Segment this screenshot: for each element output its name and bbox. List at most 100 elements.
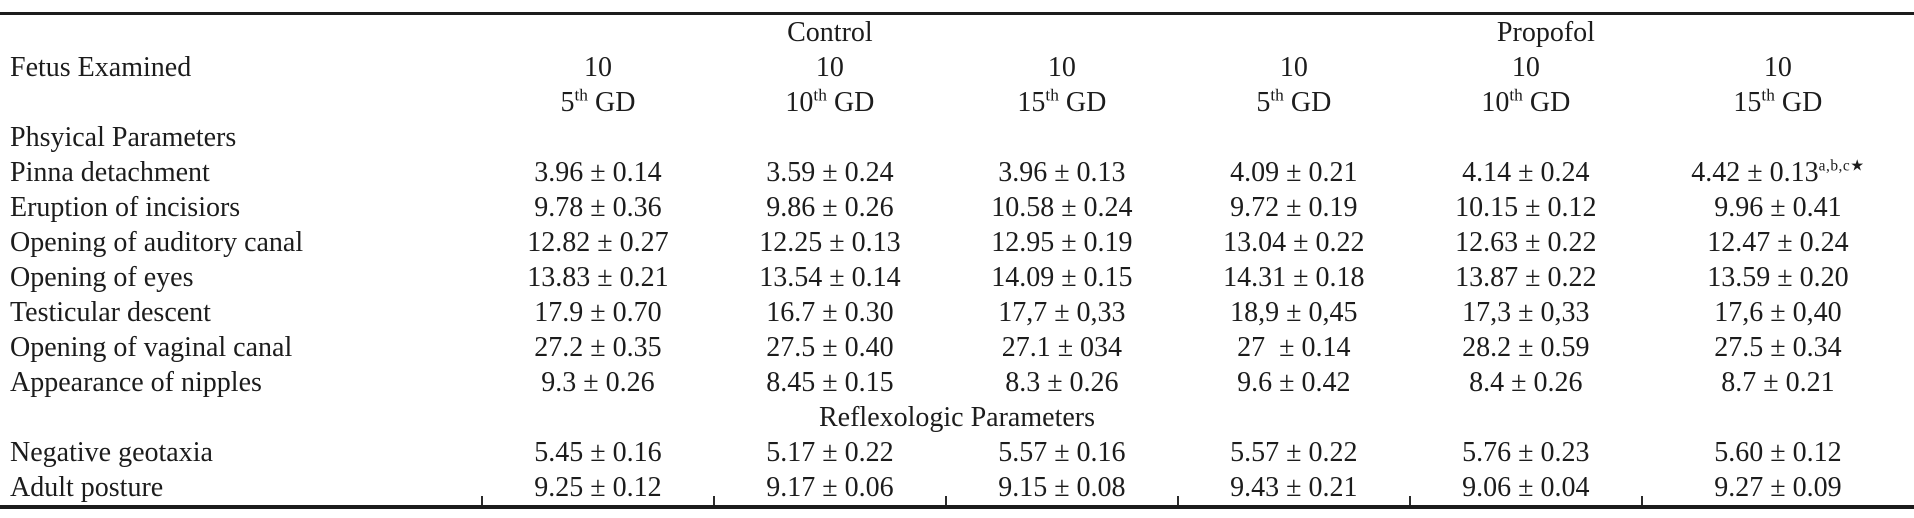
row-label: Opening of auditory canal <box>10 226 304 258</box>
row-label: Appearance of nipples <box>10 366 262 398</box>
data-cell: 9.43 ± 0.21 <box>1230 471 1358 503</box>
data-cell: 27 ± 0.14 <box>1237 331 1351 363</box>
empty-cell <box>0 14 482 51</box>
table-row: Opening of auditory canal 12.82 ± 0.27 1… <box>0 225 1914 260</box>
data-cell: 4.14 ± 0.24 <box>1462 156 1590 188</box>
column-divider-tick <box>1177 496 1180 505</box>
data-cell: 10.15 ± 0.12 <box>1455 191 1597 223</box>
data-cell: 5.60 ± 0.12 <box>1714 436 1842 468</box>
developmental-parameters-table: Control Propofol Fetus Examined 10 10 10… <box>0 12 1914 509</box>
data-cell: 17,6 ± 0,40 <box>1714 296 1842 328</box>
data-cell: 27.5 ± 0.40 <box>766 331 894 363</box>
row-label: Opening of eyes <box>10 261 194 293</box>
data-cell-with-footnote: 4.42 ± 0.13a,b,c★ <box>1691 156 1865 188</box>
data-cell: 27.2 ± 0.35 <box>534 331 662 363</box>
gd-header-cell: 10th GD <box>1481 85 1571 118</box>
section-title-physical: Phsyical Parameters <box>10 121 237 153</box>
data-cell: 9.06 ± 0.04 <box>1462 471 1590 503</box>
column-divider-tick <box>944 496 947 505</box>
data-cell: 9.72 ± 0.19 <box>1230 191 1358 223</box>
data-cell: 9.78 ± 0.36 <box>534 191 662 223</box>
column-divider-tick <box>480 496 483 505</box>
data-cell: 17,3 ± 0,33 <box>1462 296 1590 328</box>
data-cell: 16.7 ± 0.30 <box>766 296 894 328</box>
data-cell: 13.87 ± 0.22 <box>1455 261 1597 293</box>
data-cell: 18,9 ± 0,45 <box>1230 296 1358 328</box>
data-cell: 10 <box>1279 51 1308 83</box>
section-title-row: Phsyical Parameters <box>0 120 1914 155</box>
data-cell: 9.17 ± 0.06 <box>766 471 894 503</box>
table-row: Eruption of incisiors 9.78 ± 0.36 9.86 ±… <box>0 190 1914 225</box>
data-cell: 27.5 ± 0.34 <box>1714 331 1842 363</box>
data-cell: 5.57 ± 0.22 <box>1230 436 1358 468</box>
data-cell: 10 <box>1047 51 1076 83</box>
gestational-day-header-row: 5th GD 10th GD 15th GD 5th GD 10th GD 15… <box>0 85 1914 120</box>
row-label: Adult posture <box>10 471 164 503</box>
data-cell: 9.86 ± 0.26 <box>766 191 894 223</box>
data-cell: 13.59 ± 0.20 <box>1707 261 1849 293</box>
row-label: Opening of vaginal canal <box>10 331 293 363</box>
gd-header-cell: 5th GD <box>1256 85 1332 118</box>
data-cell: 4.09 ± 0.21 <box>1230 156 1358 188</box>
data-cell: 8.3 ± 0.26 <box>1005 366 1119 398</box>
table-row: Opening of vaginal canal 27.2 ± 0.35 27.… <box>0 330 1914 365</box>
column-divider-tick <box>712 496 715 505</box>
data-cell: 28.2 ± 0.59 <box>1462 331 1590 363</box>
data-cell: 17,7 ± 0,33 <box>998 296 1126 328</box>
data-cell: 9.3 ± 0.26 <box>541 366 655 398</box>
data-cell: 10 <box>815 51 844 83</box>
group-header-control: Control <box>787 16 873 48</box>
data-cell: 9.6 ± 0.42 <box>1237 366 1351 398</box>
data-cell: 8.7 ± 0.21 <box>1721 366 1835 398</box>
data-cell: 3.96 ± 0.13 <box>998 156 1126 188</box>
group-header-row: Control Propofol <box>0 14 1914 51</box>
row-label: Testicular descent <box>10 296 211 328</box>
data-cell: 12.95 ± 0.19 <box>991 226 1133 258</box>
data-cell: 5.57 ± 0.16 <box>998 436 1126 468</box>
row-label: Fetus Examined <box>10 51 192 83</box>
row-label: Eruption of incisiors <box>10 191 241 223</box>
empty-cell <box>0 85 482 120</box>
gd-header-cell: 15th GD <box>1017 85 1107 118</box>
table-row: Appearance of nipples 9.3 ± 0.26 8.45 ± … <box>0 365 1914 400</box>
data-cell: 5.76 ± 0.23 <box>1462 436 1590 468</box>
data-cell: 27.1 ± 034 <box>1001 331 1123 363</box>
section-title-row: Reflexologic Parameters <box>0 400 1914 435</box>
column-divider-tick <box>1641 496 1644 505</box>
data-cell: 14.09 ± 0.15 <box>991 261 1133 293</box>
data-cell: 3.59 ± 0.24 <box>766 156 894 188</box>
fetus-examined-row: Fetus Examined 10 10 10 10 10 10 <box>0 50 1914 85</box>
column-divider-tick <box>1409 496 1412 505</box>
data-cell: 10 <box>1763 51 1792 83</box>
table-row: Negative geotaxia 5.45 ± 0.16 5.17 ± 0.2… <box>0 435 1914 470</box>
group-header-propofol: Propofol <box>1496 16 1595 48</box>
data-cell: 12.82 ± 0.27 <box>527 226 669 258</box>
data-cell: 14.31 ± 0.18 <box>1223 261 1365 293</box>
data-cell: 12.63 ± 0.22 <box>1455 226 1597 258</box>
data-cell: 8.4 ± 0.26 <box>1469 366 1583 398</box>
data-cell: 17.9 ± 0.70 <box>534 296 662 328</box>
data-cell: 12.47 ± 0.24 <box>1707 226 1849 258</box>
data-cell: 9.27 ± 0.09 <box>1714 471 1842 503</box>
data-cell: 9.96 ± 0.41 <box>1714 191 1842 223</box>
data-cell: 12.25 ± 0.13 <box>759 226 901 258</box>
section-title-reflexologic: Reflexologic Parameters <box>818 401 1095 433</box>
data-cell: 10 <box>583 51 612 83</box>
row-label: Negative geotaxia <box>10 436 213 468</box>
data-cell: 8.45 ± 0.15 <box>766 366 894 398</box>
data-cell: 5.17 ± 0.22 <box>766 436 894 468</box>
table-row: Testicular descent 17.9 ± 0.70 16.7 ± 0.… <box>0 295 1914 330</box>
data-cell: 13.83 ± 0.21 <box>527 261 669 293</box>
gd-header-cell: 5th GD <box>560 85 636 118</box>
data-cell: 10 <box>1511 51 1540 83</box>
data-cell: 10.58 ± 0.24 <box>991 191 1133 223</box>
data-cell: 9.25 ± 0.12 <box>534 471 662 503</box>
gd-header-cell: 10th GD <box>785 85 875 118</box>
table-row: Opening of eyes 13.83 ± 0.21 13.54 ± 0.1… <box>0 260 1914 295</box>
data-cell: 3.96 ± 0.14 <box>534 156 662 188</box>
row-label: Pinna detachment <box>10 156 210 188</box>
significance-footnote: a,b,c★ <box>1818 157 1865 175</box>
table-row: Adult posture 9.25 ± 0.12 9.17 ± 0.06 9.… <box>0 470 1914 507</box>
gd-header-cell: 15th GD <box>1733 85 1823 118</box>
